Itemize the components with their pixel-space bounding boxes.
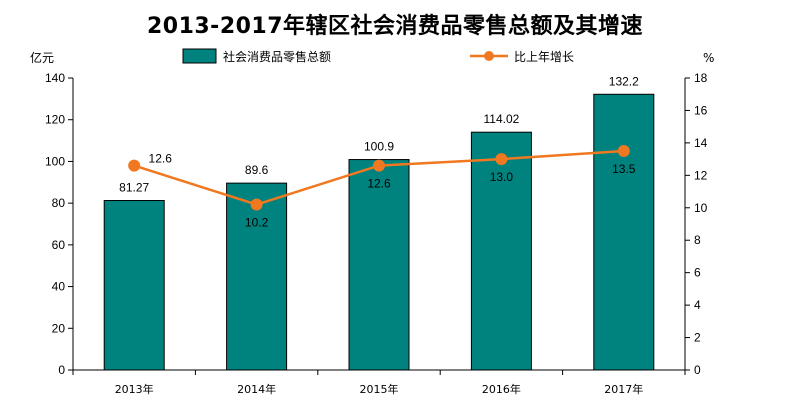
y-right-unit: % bbox=[703, 51, 714, 65]
bar bbox=[103, 199, 165, 371]
bar bbox=[226, 182, 288, 371]
line-point bbox=[250, 198, 263, 211]
y-right-tick-label: 6 bbox=[694, 266, 701, 280]
bar bbox=[348, 159, 410, 371]
y-right-tick-label: 12 bbox=[694, 168, 708, 182]
line-point bbox=[495, 153, 508, 166]
line-point bbox=[617, 145, 630, 157]
chart-title: 2013-2017年辖区社会消费品零售总额及其增速 bbox=[146, 14, 644, 39]
bars-layer bbox=[103, 93, 655, 371]
bar bbox=[470, 131, 532, 371]
y-left-tick-label: 80 bbox=[52, 196, 66, 210]
bar-data-label: 89.6 bbox=[245, 163, 269, 177]
line-data-label: 12.6 bbox=[149, 152, 173, 166]
legend-line-label: 比上年增长 bbox=[514, 50, 574, 64]
line-point bbox=[128, 159, 141, 172]
y-left-tick-label: 20 bbox=[52, 321, 66, 335]
y-left-tick-label: 60 bbox=[52, 238, 66, 252]
x-tick-label: 2015年 bbox=[360, 382, 399, 396]
legend-line-marker bbox=[484, 51, 494, 61]
y-left-tick-label: 120 bbox=[45, 113, 65, 127]
y-right-tick-label: 2 bbox=[694, 331, 701, 345]
line-data-label: 12.6 bbox=[367, 177, 391, 191]
line-data-label: 13.0 bbox=[490, 170, 514, 184]
bar-data-label: 81.27 bbox=[119, 180, 149, 194]
data-labels-layer: 81.27 89.6 100.9 114.02 132.2 12.6 10.2 12.6 13.… bbox=[119, 74, 639, 229]
line-data-label: 10.2 bbox=[245, 216, 269, 230]
bar bbox=[593, 93, 655, 371]
bar-data-label: 100.9 bbox=[364, 140, 394, 154]
y-left-unit: 亿元 bbox=[30, 50, 54, 65]
legend-bar-swatch bbox=[182, 48, 217, 64]
y-left-tick-label: 0 bbox=[58, 363, 65, 377]
y-right-tick-label: 16 bbox=[694, 103, 708, 117]
x-tick-label: 2013年 bbox=[115, 382, 154, 396]
y-left-tick-label: 140 bbox=[45, 71, 65, 85]
y-left-tick-label: 40 bbox=[52, 280, 66, 294]
line-point bbox=[373, 159, 385, 172]
y-right-tick-label: 4 bbox=[694, 298, 701, 312]
legend-bar-label: 社会消费品零售总额 bbox=[223, 49, 331, 64]
y-right-tick-label: 10 bbox=[694, 201, 708, 215]
line-data-label: 13.5 bbox=[612, 162, 636, 176]
y-right-tick-label: 8 bbox=[694, 233, 701, 247]
bar-data-label: 114.02 bbox=[483, 112, 519, 126]
y-left-tick-label: 100 bbox=[45, 154, 65, 168]
line-layer bbox=[128, 145, 630, 211]
x-tick-label: 2016年 bbox=[482, 382, 521, 396]
x-tick-label: 2017年 bbox=[604, 382, 643, 396]
x-tick-label: 2014年 bbox=[237, 382, 276, 396]
y-right-tick-label: 18 bbox=[694, 71, 708, 85]
y-right-tick-label: 0 bbox=[694, 363, 701, 377]
legend: 社会消费品零售总额 比上年增长 bbox=[182, 48, 574, 64]
bar-data-label: 132.2 bbox=[609, 74, 639, 88]
y-right-tick-label: 14 bbox=[694, 136, 708, 150]
